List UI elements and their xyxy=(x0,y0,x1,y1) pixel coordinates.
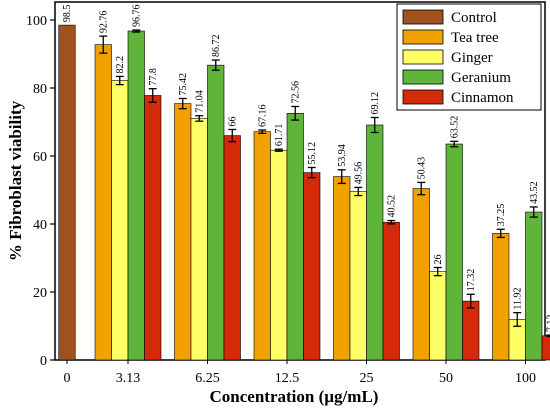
x-axis: 0 3.13 6.25 12.5 25 50 100 xyxy=(64,360,536,386)
bar-cinnamon xyxy=(382,221,400,361)
x-tick-label: 6.25 xyxy=(195,371,220,386)
data-label: 26 xyxy=(433,255,444,265)
bar-control xyxy=(58,24,76,361)
legend-label: Control xyxy=(451,10,497,26)
legend-label: Tea tree xyxy=(451,30,499,46)
y-tick-label: 100 xyxy=(26,14,47,29)
data-label: 98.5 xyxy=(62,5,73,23)
data-label: 63.52 xyxy=(449,116,460,139)
data-label: 11.92 xyxy=(512,288,523,310)
y-tick-label: 20 xyxy=(33,286,47,301)
legend-label: Cinnamon xyxy=(451,90,514,106)
data-label: 55.12 xyxy=(307,142,318,165)
bar-ginger xyxy=(349,191,367,361)
bar-tea-tree xyxy=(174,103,192,361)
bar-geranium xyxy=(445,143,463,361)
plot-area: 98.5 92.76 82.2 96.76 77.8 75.42 71.04 86.72 66 6… xyxy=(26,1,550,386)
legend-label: Geranium xyxy=(451,70,511,86)
y-tick-label: 0 xyxy=(40,354,47,369)
data-label: 7.12 xyxy=(545,315,550,333)
bar-cinnamon xyxy=(303,172,321,361)
data-label: 69.12 xyxy=(370,92,381,115)
y-tick-label: 80 xyxy=(33,82,47,97)
bar-geranium xyxy=(525,211,543,361)
legend-swatch xyxy=(402,49,444,65)
data-label: 96.76 xyxy=(131,4,142,27)
x-tick-label: 25 xyxy=(360,371,374,386)
bar-ginger xyxy=(429,271,447,361)
bar-geranium xyxy=(286,112,304,361)
bar-tea-tree xyxy=(94,44,112,361)
data-label: 86.72 xyxy=(211,35,222,58)
legend-swatch xyxy=(402,29,444,45)
bar-ginger xyxy=(270,149,288,361)
bar-cinnamon xyxy=(223,135,241,361)
bar-tea-tree xyxy=(412,188,430,361)
data-label: 82.2 xyxy=(115,56,126,74)
data-label: 92.76 xyxy=(98,11,109,34)
y-axis: 0 20 40 60 80 100 xyxy=(26,14,55,369)
legend-swatch xyxy=(402,89,444,105)
legend-swatch xyxy=(402,69,444,85)
data-label: 67.16 xyxy=(257,104,268,127)
y-tick-label: 60 xyxy=(33,150,47,165)
data-label: 37.25 xyxy=(496,204,507,227)
x-tick-label: 100 xyxy=(515,371,536,386)
data-label: 71.04 xyxy=(194,90,205,113)
bar-cinnamon xyxy=(144,95,162,361)
bars-layer: 98.5 92.76 82.2 96.76 77.8 75.42 71.04 86.72 66 6… xyxy=(58,4,550,361)
legend-label: Ginger xyxy=(451,50,493,66)
bar-ginger xyxy=(190,118,208,361)
bar-tea-tree xyxy=(253,131,271,361)
data-label: 75.42 xyxy=(178,73,189,96)
legend-swatch xyxy=(402,9,444,25)
data-label: 53.94 xyxy=(337,144,348,167)
data-label: 43.52 xyxy=(529,181,540,204)
bar-ginger xyxy=(111,80,129,361)
bar-cinnamon xyxy=(541,335,550,361)
y-axis-title: % Fibroblast viability xyxy=(6,100,25,261)
x-axis-title: Concentration (µg/mL) xyxy=(210,387,379,406)
bar-geranium xyxy=(207,64,225,361)
bar-geranium xyxy=(127,30,145,361)
legend: Control Tea tree Ginger Geranium Cinnamon xyxy=(396,3,542,111)
bar-geranium xyxy=(366,124,384,361)
data-label: 50.43 xyxy=(416,157,427,180)
bar-tea-tree xyxy=(492,233,510,361)
x-tick-label: 3.13 xyxy=(116,371,141,386)
data-label: 77.8 xyxy=(148,68,159,86)
data-label: 49.56 xyxy=(353,162,364,185)
data-label: 17.32 xyxy=(466,269,477,292)
y-tick-label: 40 xyxy=(33,218,47,233)
data-label: 66 xyxy=(227,116,238,126)
data-label: 61.71 xyxy=(274,124,285,147)
x-tick-label: 50 xyxy=(439,371,453,386)
bar-tea-tree xyxy=(333,176,351,361)
x-tick-label: 12.5 xyxy=(275,371,300,386)
data-label: 72.56 xyxy=(290,81,301,104)
bar-cinnamon xyxy=(462,300,480,361)
data-label: 40.52 xyxy=(386,195,397,218)
x-tick-label: 0 xyxy=(64,371,71,386)
